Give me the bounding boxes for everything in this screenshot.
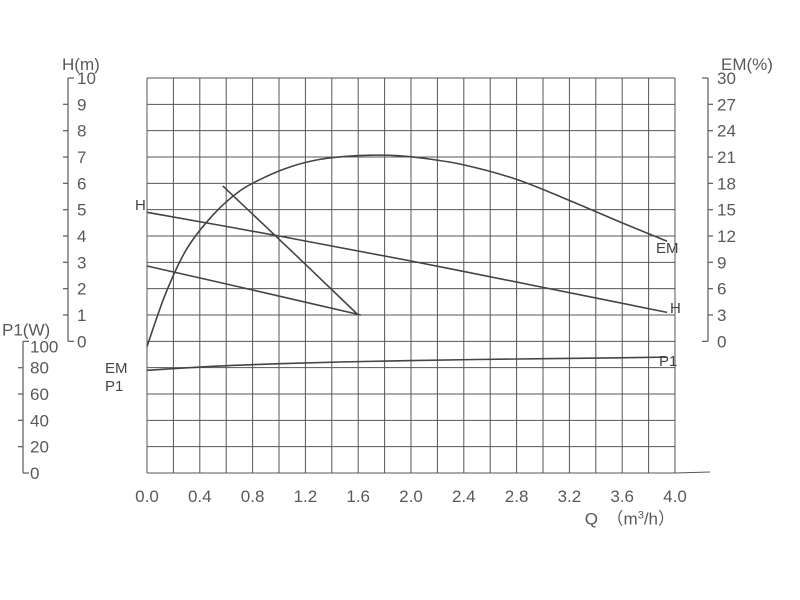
svg-text:18: 18: [717, 174, 736, 193]
svg-text:100: 100: [30, 337, 58, 356]
svg-text:4: 4: [77, 227, 86, 246]
svg-text:3: 3: [717, 306, 726, 325]
svg-text:15: 15: [717, 201, 736, 220]
svg-text:2.8: 2.8: [505, 487, 529, 506]
svg-text:H(m): H(m): [62, 55, 100, 74]
svg-text:3: 3: [77, 253, 86, 272]
svg-text:EM: EM: [656, 240, 679, 257]
svg-text:5: 5: [77, 201, 86, 220]
svg-text:7: 7: [77, 148, 86, 167]
svg-text:P1: P1: [105, 378, 123, 395]
svg-text:20: 20: [30, 438, 49, 457]
svg-text:6: 6: [77, 174, 86, 193]
svg-text:6: 6: [717, 280, 726, 299]
svg-text:2.4: 2.4: [452, 487, 476, 506]
svg-text:9: 9: [717, 253, 726, 272]
svg-text:EM: EM: [105, 360, 128, 377]
svg-text:EM(%): EM(%): [721, 55, 773, 74]
svg-text:3.2: 3.2: [558, 487, 582, 506]
svg-text:3.6: 3.6: [610, 487, 634, 506]
svg-text:27: 27: [717, 95, 736, 114]
svg-text:2: 2: [77, 280, 86, 299]
svg-text:1.2: 1.2: [294, 487, 318, 506]
svg-text:0: 0: [77, 332, 86, 351]
svg-text:80: 80: [30, 359, 49, 378]
svg-text:Q （m3/h）: Q （m3/h）: [585, 509, 675, 528]
svg-text:60: 60: [30, 385, 49, 404]
svg-text:2.0: 2.0: [399, 487, 423, 506]
svg-text:4.0: 4.0: [663, 487, 687, 506]
svg-text:21: 21: [717, 148, 736, 167]
svg-text:H: H: [135, 197, 146, 214]
svg-text:0: 0: [717, 332, 726, 351]
svg-text:8: 8: [77, 122, 86, 141]
svg-text:H: H: [670, 300, 681, 317]
svg-text:24: 24: [717, 122, 736, 141]
svg-text:12: 12: [717, 227, 736, 246]
svg-text:1.6: 1.6: [346, 487, 370, 506]
svg-text:0.0: 0.0: [135, 487, 159, 506]
svg-text:P1: P1: [659, 353, 677, 370]
svg-text:9: 9: [77, 95, 86, 114]
svg-text:0: 0: [30, 464, 39, 483]
svg-text:1: 1: [77, 306, 86, 325]
svg-text:40: 40: [30, 411, 49, 430]
svg-text:P1(W): P1(W): [2, 320, 50, 339]
svg-text:0.8: 0.8: [241, 487, 265, 506]
svg-text:0.4: 0.4: [188, 487, 212, 506]
